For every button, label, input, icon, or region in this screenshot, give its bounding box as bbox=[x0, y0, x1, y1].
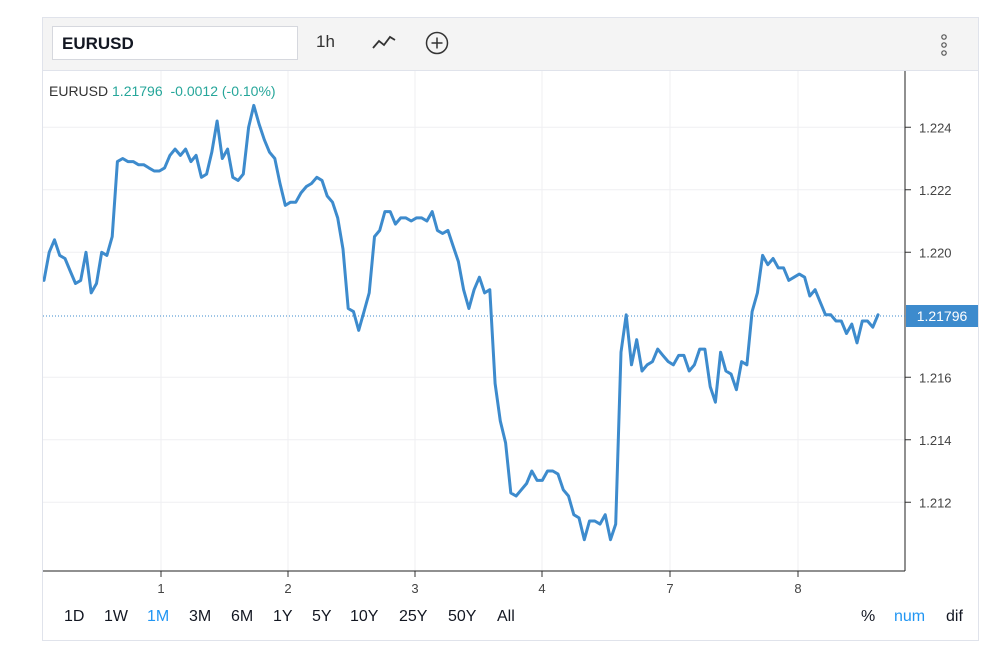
kebab-menu-icon[interactable] bbox=[938, 32, 950, 58]
range-10y[interactable]: 10Y bbox=[350, 608, 379, 625]
range-6m[interactable]: 6M bbox=[231, 608, 254, 625]
mode-diff-button[interactable]: dif bbox=[946, 608, 963, 625]
y-tick-label: 1.220 bbox=[919, 245, 952, 260]
legend-last-price: 1.21796 bbox=[112, 83, 163, 99]
mode-percent-button[interactable]: % bbox=[861, 608, 876, 625]
range-25y[interactable]: 25Y bbox=[399, 608, 428, 625]
range-1d[interactable]: 1D bbox=[64, 608, 85, 625]
range-all[interactable]: All bbox=[497, 608, 515, 625]
range-1w[interactable]: 1W bbox=[104, 608, 128, 625]
x-tick-label: 3 bbox=[411, 581, 418, 596]
legend-symbol: EURUSD bbox=[49, 83, 109, 99]
x-tick-label: 4 bbox=[538, 581, 545, 596]
last-price-label: 1.21796 bbox=[917, 308, 968, 324]
x-tick-label: 2 bbox=[284, 581, 291, 596]
y-tick-label: 1.224 bbox=[919, 120, 952, 135]
range-selector: 1D 1W 1M 3M 6M 1Y 5Y 10Y 25Y 50Y All % n… bbox=[43, 608, 978, 632]
y-tick-label: 1.222 bbox=[919, 183, 952, 198]
interval-button[interactable]: 1h bbox=[316, 32, 335, 51]
range-1y[interactable]: 1Y bbox=[273, 608, 293, 625]
symbol-search-input[interactable]: EURUSD bbox=[52, 26, 298, 60]
range-3m[interactable]: 3M bbox=[189, 608, 212, 625]
legend-change: -0.0012 (-0.10%) bbox=[170, 83, 276, 99]
chart-toolbar: EURUSD 1h bbox=[43, 18, 978, 71]
price-chart[interactable]: 1.224 1.222 1.220 1.216 1.214 1.212 1 2 3 4 7 8 1.21… bbox=[43, 71, 978, 598]
plus-circle-icon[interactable] bbox=[424, 30, 450, 56]
mode-number-button[interactable]: num bbox=[894, 608, 926, 625]
last-price-label-bg bbox=[906, 305, 978, 327]
x-tick-label: 7 bbox=[666, 581, 673, 596]
chart-legend: EURUSD 1.21796 -0.0012 (-0.10%) bbox=[49, 83, 276, 99]
x-tick-label: 8 bbox=[794, 581, 801, 596]
x-tick-label: 1 bbox=[157, 581, 164, 596]
line-chart-icon[interactable] bbox=[371, 32, 397, 52]
y-tick-label: 1.216 bbox=[919, 370, 952, 385]
range-5y[interactable]: 5Y bbox=[312, 608, 332, 625]
range-50y[interactable]: 50Y bbox=[448, 608, 477, 625]
y-tick-label: 1.214 bbox=[919, 433, 952, 448]
series-line-eurusd bbox=[43, 103, 880, 542]
y-tick-label: 1.212 bbox=[919, 495, 952, 510]
chart-widget: EURUSD 1h 1.224 1.222 1.220 1.216 1.214 1.212… bbox=[42, 17, 979, 641]
range-1m[interactable]: 1M bbox=[147, 608, 170, 625]
